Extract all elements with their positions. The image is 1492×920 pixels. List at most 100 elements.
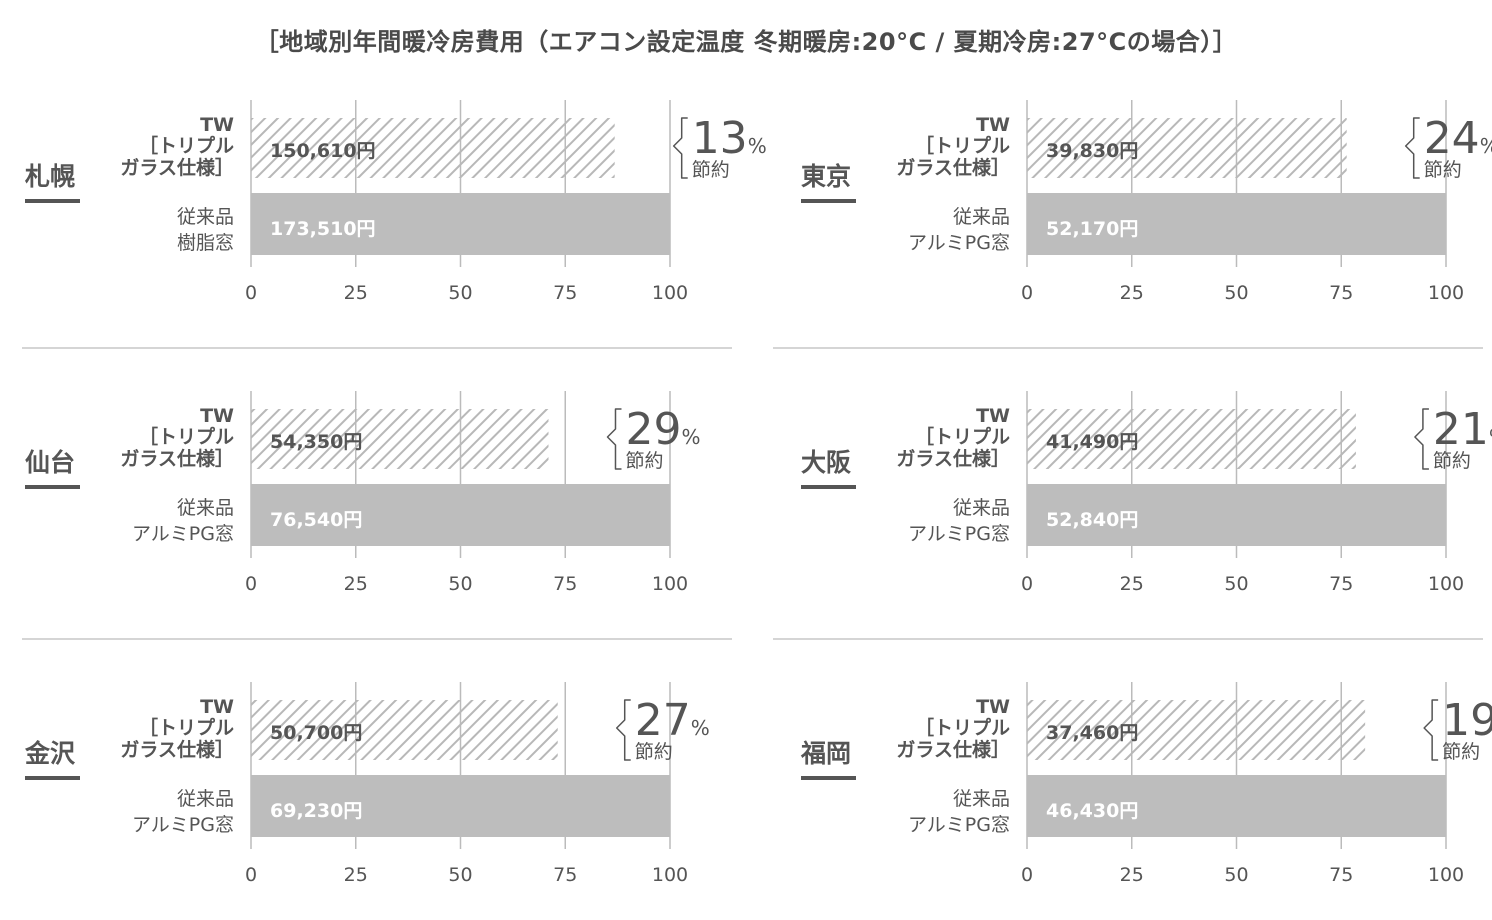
panel-1-tick-label-0: 0 — [1021, 282, 1033, 304]
panel-2-tick-label-1: 25 — [344, 573, 368, 595]
panel-3-city-label: 大阪 — [801, 448, 851, 477]
panel-5-savings-word: 節約 — [1442, 741, 1480, 763]
panel-5-label-conv-line1: 従来品 — [953, 788, 1010, 810]
panel-2-value-label-tw: 54,350円 — [270, 431, 362, 453]
panel-2-label-tw-line3: ガラス仕様］ — [120, 447, 234, 470]
panel-2-tick-label-2: 50 — [448, 573, 472, 595]
panel-3-tick-label-3: 75 — [1329, 573, 1353, 595]
panel-5-label-conv-line2: アルミPG窓 — [908, 814, 1010, 836]
panel-3-tick-label-0: 0 — [1021, 573, 1033, 595]
divider-right-2 — [773, 638, 1483, 640]
panel-1-label-conv-line1: 従来品 — [953, 206, 1010, 228]
panel-5-tick-label-0: 0 — [1021, 864, 1033, 886]
panel-4-label-tw-line1: TW — [200, 696, 234, 718]
panel-1-label-tw-line3: ガラス仕様］ — [896, 156, 1010, 179]
panel-4-city-underline — [25, 776, 80, 780]
panel-5-tick-label-2: 50 — [1224, 864, 1248, 886]
panel-2-label-conv-line2: アルミPG窓 — [132, 523, 234, 545]
panel-3-value-label-tw: 41,490円 — [1046, 431, 1138, 453]
panel-1-tick-label-1: 25 — [1120, 282, 1144, 304]
panel-4-label-tw-line2: ［トリプル — [139, 716, 234, 739]
panel-0-tick-label-0: 0 — [245, 282, 257, 304]
divider-right-1 — [773, 347, 1483, 349]
panel-2-savings-brace — [606, 408, 622, 470]
panel-3-label-conv-line2: アルミPG窓 — [908, 523, 1010, 545]
panel-2-label-conv-line1: 従来品 — [177, 497, 234, 519]
panel-1-city-underline — [801, 199, 856, 203]
panel-3-tick-label-1: 25 — [1120, 573, 1144, 595]
panel-2-tick-label-4: 100 — [652, 573, 688, 595]
panel-4-value-label-conventional: 69,230円 — [270, 800, 362, 822]
panel-0-tick-label-2: 50 — [448, 282, 472, 304]
panel-2-savings-percent: 29 — [625, 404, 681, 455]
page-title: ［地域別年間暖冷房費用（エアコン設定温度 冬期暖房:20°C / 夏期冷房:27… — [254, 28, 1238, 56]
panel-4-value-label-tw: 50,700円 — [270, 722, 362, 744]
panel-2-label-tw-line2: ［トリプル — [139, 425, 234, 448]
panel-0-label-conv-line2: 樹脂窓 — [177, 232, 234, 254]
panel-0-savings-word: 節約 — [692, 159, 730, 181]
panel-3-label-tw-line1: TW — [976, 405, 1010, 427]
panel-3-bar-conventional — [1027, 484, 1446, 546]
panel-5-label-tw-line1: TW — [976, 696, 1010, 718]
panel-3-value-label-conventional: 52,840円 — [1046, 509, 1138, 531]
panel-1-tick-label-2: 50 — [1224, 282, 1248, 304]
panel-0-bar-conventional — [251, 193, 670, 255]
panel-5-bar-conventional — [1027, 775, 1446, 837]
panel-4-tick-label-1: 25 — [344, 864, 368, 886]
panel-2-city-label: 仙台 — [25, 448, 75, 477]
panel-0-city-underline — [25, 199, 80, 203]
panel-4-tick-label-0: 0 — [245, 864, 257, 886]
panel-0-label-conv-line1: 従来品 — [177, 206, 234, 228]
panel-3-city-underline — [801, 485, 856, 489]
panel-2-tick-label-3: 75 — [553, 573, 577, 595]
panel-4-label-tw-line3: ガラス仕様］ — [120, 738, 234, 761]
panel-5-bar-tw — [1027, 700, 1366, 760]
panel-1-savings-percent: 24 — [1424, 113, 1480, 164]
panel-5-tick-label-4: 100 — [1428, 864, 1464, 886]
panel-5-label-tw-line2: ［トリプル — [915, 716, 1010, 739]
panel-1-value-label-tw: 39,830円 — [1046, 140, 1138, 162]
panel-5-label-tw-line3: ガラス仕様］ — [896, 738, 1010, 761]
panel-1-city-label: 東京 — [801, 162, 851, 191]
panel-4-tick-label-2: 50 — [448, 864, 472, 886]
panel-4-label-conv-line2: アルミPG窓 — [132, 814, 234, 836]
panel-1-value-label-conventional: 52,170円 — [1046, 218, 1138, 240]
panel-2-bar-conventional — [251, 484, 670, 546]
panel-3-label-tw-line2: ［トリプル — [915, 425, 1010, 448]
panel-5-savings-percent: 19 — [1442, 695, 1492, 746]
panel-2-savings-word: 節約 — [625, 450, 663, 472]
panel-3-savings-percent: 21 — [1433, 404, 1489, 455]
panel-0-label-tw-line2: ［トリプル — [139, 134, 234, 157]
panel-5-tick-label-1: 25 — [1120, 864, 1144, 886]
panel-5-value-label-conventional: 46,430円 — [1046, 800, 1138, 822]
panel-4-label-conv-line1: 従来品 — [177, 788, 234, 810]
panel-2-value-label-conventional: 76,540円 — [270, 509, 362, 531]
panel-4-bar-conventional — [251, 775, 670, 837]
panel-4-savings-word: 節約 — [635, 741, 673, 763]
panel-3-label-tw-line3: ガラス仕様］ — [896, 447, 1010, 470]
panel-1-tick-label-4: 100 — [1428, 282, 1464, 304]
panel-3-bar-tw — [1027, 409, 1356, 469]
panel-1-percent-symbol: % — [1480, 134, 1492, 158]
panel-1-savings-word: 節約 — [1424, 159, 1462, 181]
panel-0-value-label-conventional: 173,510円 — [270, 218, 376, 240]
panel-4-percent-symbol: % — [691, 716, 710, 740]
panel-1-label-tw-line2: ［トリプル — [915, 134, 1010, 157]
divider-left-1 — [22, 347, 732, 349]
panel-0-value-label-tw: 150,610円 — [270, 140, 376, 162]
panel-3-label-conv-line1: 従来品 — [953, 497, 1010, 519]
panel-2-tick-label-0: 0 — [245, 573, 257, 595]
divider-left-2 — [22, 638, 732, 640]
panel-3-savings-word: 節約 — [1433, 450, 1471, 472]
panel-2-bar-tw — [251, 409, 549, 469]
panel-0-label-tw-line1: TW — [200, 114, 234, 136]
panel-3-tick-label-4: 100 — [1428, 573, 1464, 595]
panel-5-value-label-tw: 37,460円 — [1046, 722, 1138, 744]
panel-3-savings-brace — [1414, 408, 1429, 470]
panel-0-label-tw-line3: ガラス仕様］ — [120, 156, 234, 179]
panel-1-tick-label-3: 75 — [1329, 282, 1353, 304]
panel-1-savings-brace — [1404, 117, 1420, 179]
panel-0-tick-label-3: 75 — [553, 282, 577, 304]
